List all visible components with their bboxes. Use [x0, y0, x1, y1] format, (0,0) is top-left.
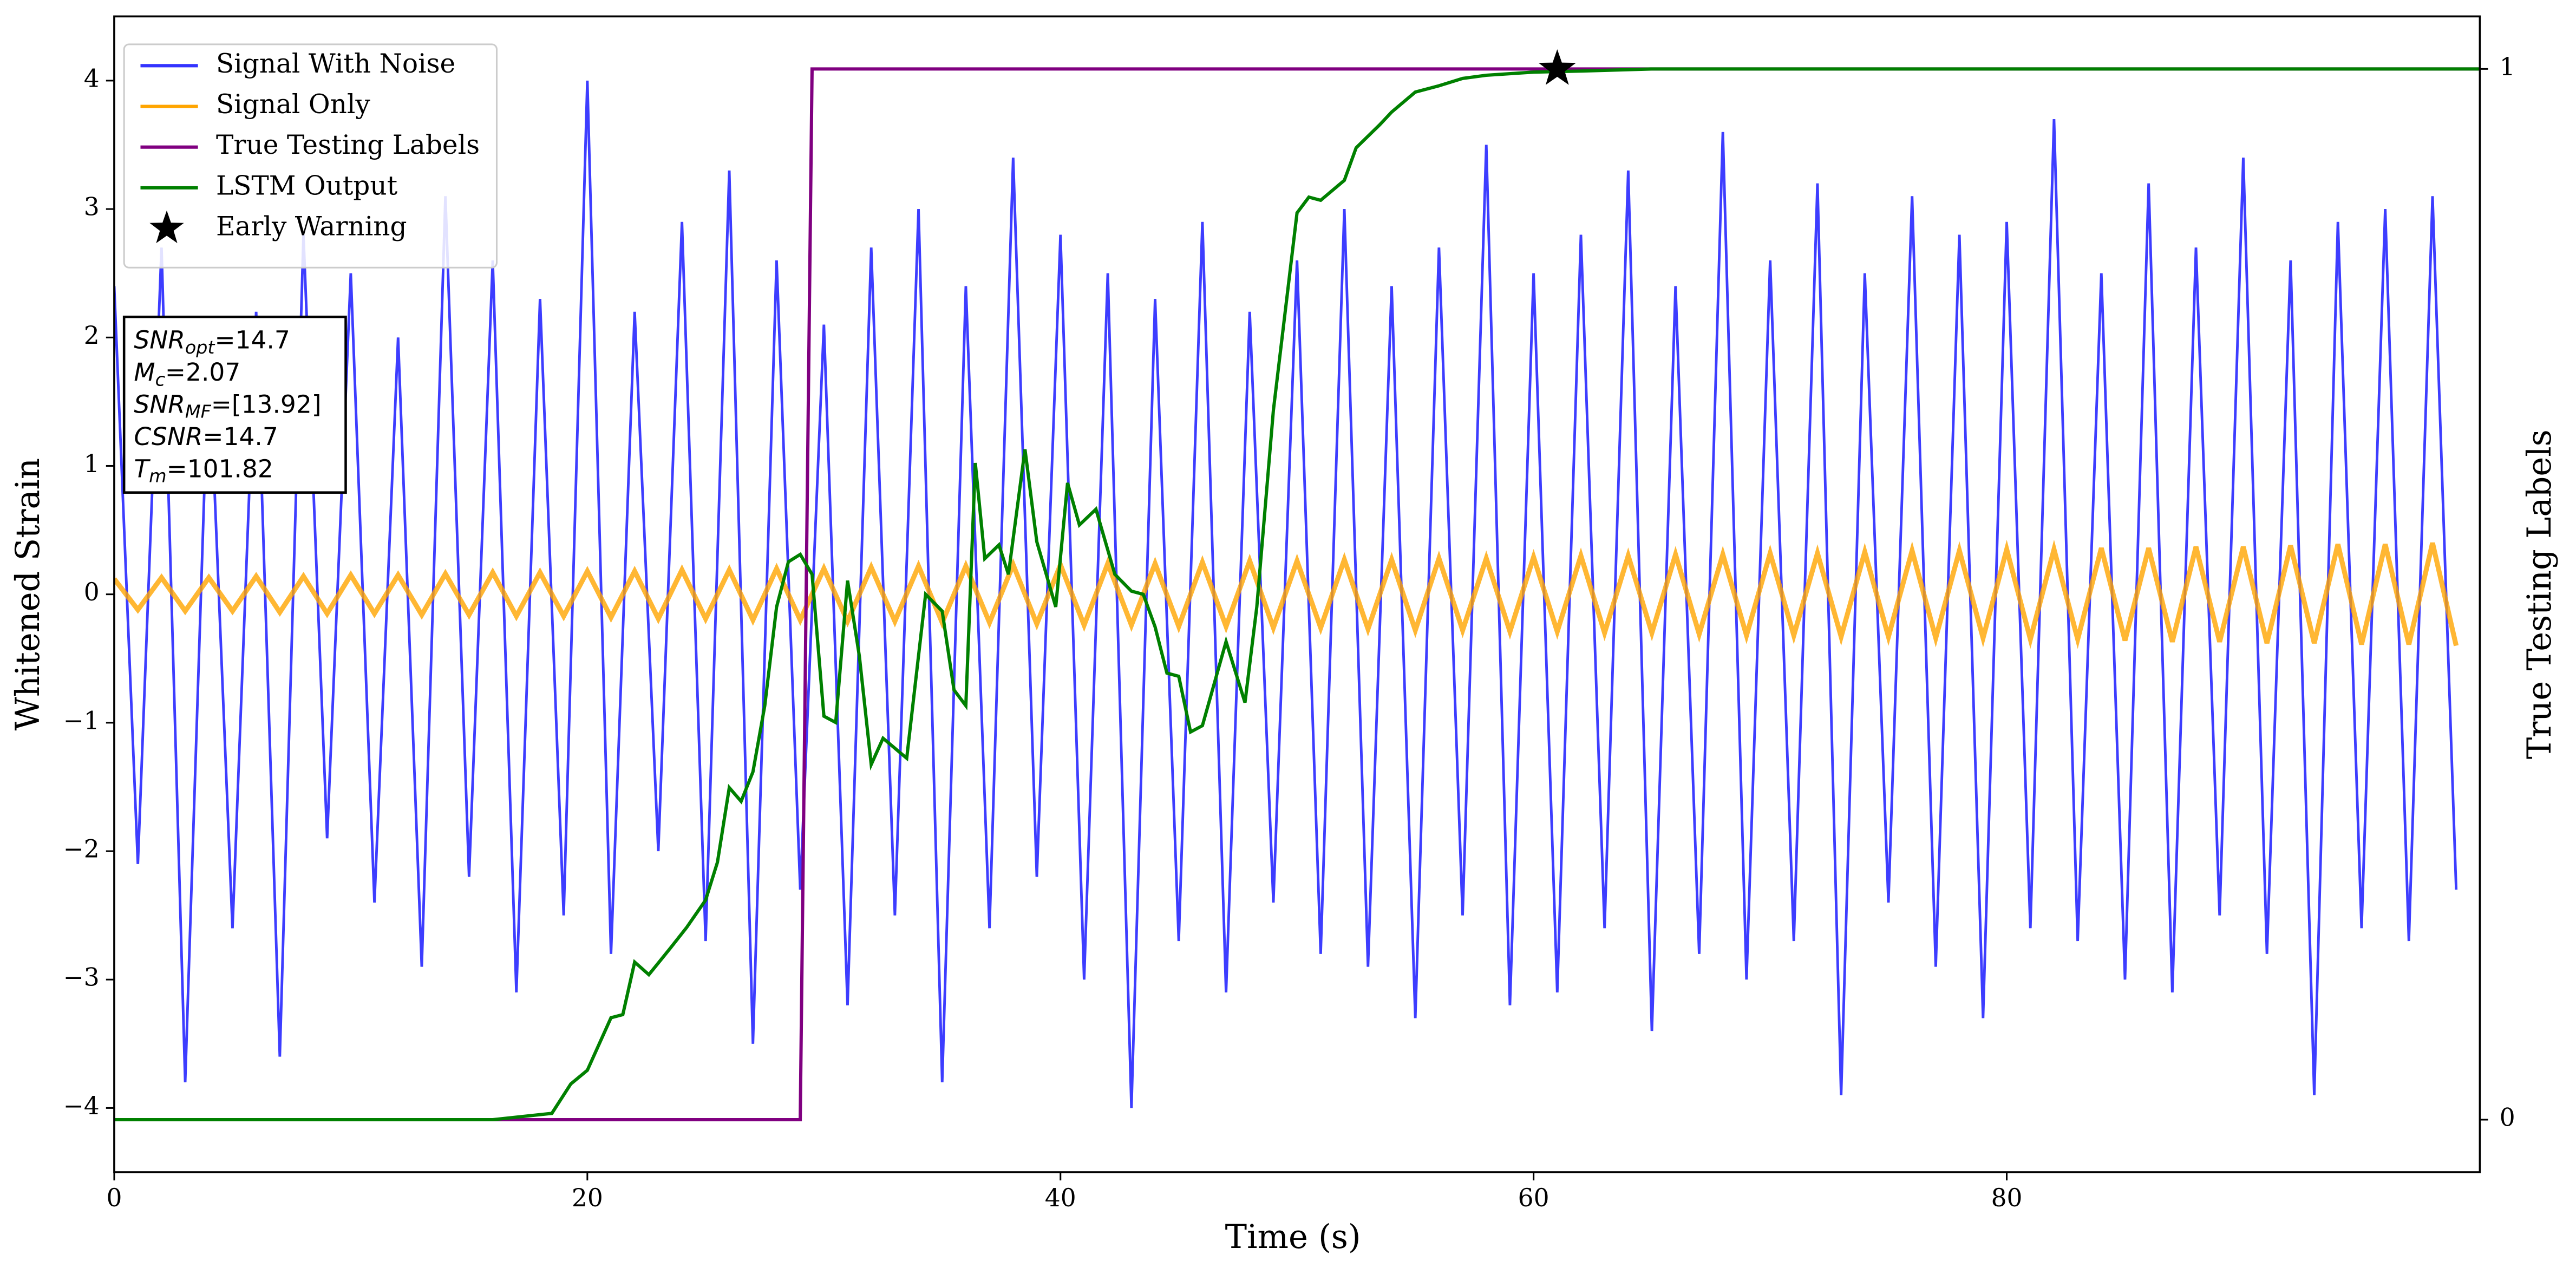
y-tick-label: −1: [63, 706, 100, 735]
y2-axis-label: True Testing Labels: [2521, 429, 2559, 759]
annotation-text: =14.7: [214, 325, 290, 354]
y-axis-label: Whitened Strain: [9, 458, 47, 730]
y-tick-label: 1: [84, 449, 100, 478]
annotation-text: =101.82: [167, 454, 273, 483]
y2-tick-label: 0: [2500, 1103, 2515, 1132]
plot-area: [114, 49, 2480, 1122]
annotation-var: SNR: [134, 325, 185, 354]
legend-label: Early Warning: [216, 212, 407, 242]
annotation-sub: MF: [185, 401, 212, 422]
annotation-line: Mc=2.07: [134, 358, 240, 390]
x-tick-label: 80: [1991, 1184, 2023, 1212]
y-tick-label: −3: [63, 963, 100, 992]
legend-marker: [149, 210, 184, 244]
y-tick-label: −4: [63, 1092, 100, 1120]
series-line: [114, 67, 2480, 1122]
annotation-var: CSNR: [134, 422, 202, 450]
annotation-var: T: [134, 454, 151, 483]
annotation-line: Tm=101.82: [134, 454, 273, 486]
x-tick-label: 0: [106, 1184, 122, 1212]
x-tick-label: 20: [572, 1184, 603, 1212]
y-tick-label: 0: [84, 578, 100, 606]
annotation-text: =2.07: [165, 358, 240, 387]
x-axis-label: Time (s): [1225, 1218, 1361, 1256]
x-tick-label: 40: [1045, 1184, 1076, 1212]
legend-label: Signal With Noise: [216, 49, 455, 79]
early-warning-marker: [1538, 49, 1576, 85]
y-tick-label: −2: [63, 835, 100, 864]
y-tick-label: 3: [84, 193, 100, 221]
annotation-box: [122, 315, 347, 494]
annotation-line: SNRMF=[13.92]: [134, 390, 321, 422]
series-line: [114, 539, 2459, 649]
annotation-text: =[13.92]: [211, 390, 322, 419]
annotation-line: CSNR=14.7: [134, 422, 278, 450]
legend-label: LSTM Output: [216, 171, 398, 201]
y2-tick-label: 1: [2500, 53, 2515, 81]
legend-box: [123, 43, 498, 269]
annotation-var: M: [134, 358, 155, 387]
annotation-sub: m: [149, 465, 166, 486]
annotation-sub: c: [155, 369, 165, 390]
legend-label: True Testing Labels: [216, 130, 480, 160]
annotation-text: =14.7: [202, 422, 278, 450]
x-tick-label: 60: [1518, 1184, 1549, 1212]
annotation-line: SNRopt=14.7: [134, 325, 290, 357]
legend-label: Signal Only: [216, 89, 370, 120]
series-line: [114, 80, 2458, 1108]
y-tick-label: 2: [84, 321, 100, 350]
annotation-sub: opt: [185, 336, 216, 357]
annotation-var: SNR: [134, 390, 185, 419]
y-tick-label: 4: [84, 64, 100, 93]
